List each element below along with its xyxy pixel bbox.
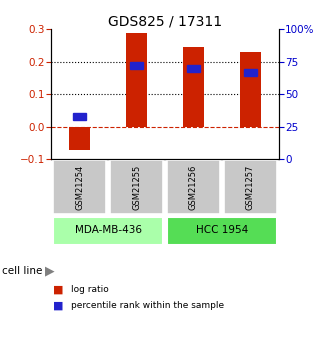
- Text: GSM21257: GSM21257: [246, 165, 255, 210]
- Bar: [240, 52, 261, 127]
- Text: GSM21255: GSM21255: [132, 165, 141, 210]
- Text: percentile rank within the sample: percentile rank within the sample: [71, 301, 224, 310]
- FancyBboxPatch shape: [224, 160, 277, 214]
- Text: GSM21256: GSM21256: [189, 165, 198, 210]
- FancyBboxPatch shape: [53, 160, 106, 214]
- Text: GSM21254: GSM21254: [75, 165, 84, 210]
- FancyBboxPatch shape: [53, 217, 163, 245]
- Bar: [73, 113, 86, 120]
- Bar: [244, 69, 257, 76]
- Bar: [126, 32, 148, 127]
- Text: MDA-MB-436: MDA-MB-436: [75, 225, 142, 235]
- Text: HCC 1954: HCC 1954: [196, 225, 248, 235]
- Text: ▶: ▶: [45, 264, 54, 277]
- Text: ■: ■: [53, 285, 63, 295]
- Title: GDS825 / 17311: GDS825 / 17311: [108, 14, 222, 28]
- Bar: [69, 127, 90, 150]
- Text: ■: ■: [53, 300, 63, 310]
- Text: cell line: cell line: [2, 266, 42, 276]
- Text: log ratio: log ratio: [71, 285, 109, 294]
- FancyBboxPatch shape: [110, 160, 163, 214]
- Bar: [187, 65, 200, 72]
- Bar: [182, 47, 204, 127]
- FancyBboxPatch shape: [167, 160, 220, 214]
- Bar: [130, 62, 143, 69]
- FancyBboxPatch shape: [167, 217, 277, 245]
